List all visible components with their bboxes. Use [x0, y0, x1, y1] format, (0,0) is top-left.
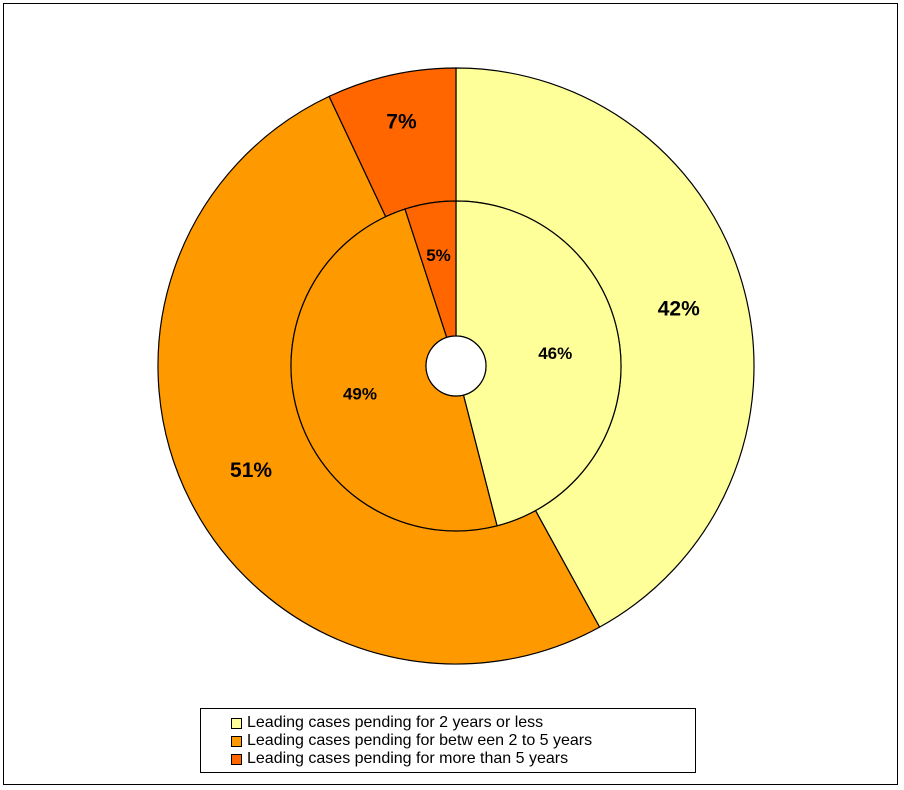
outer-slice-label: 42%	[658, 297, 700, 320]
legend-label: Leading cases pending for betw een 2 to …	[247, 732, 593, 749]
legend: Leading cases pending for 2 years or les…	[200, 708, 696, 773]
legend-swatch	[231, 753, 242, 765]
outer-slice-label: 51%	[230, 459, 272, 482]
inner-slice-label: 46%	[538, 344, 572, 363]
outer-slice-label: 7%	[386, 111, 417, 134]
legend-item: Leading cases pending for 2 years or les…	[231, 714, 695, 732]
legend-item: Leading cases pending for betw een 2 to …	[231, 732, 695, 750]
legend-label: Leading cases pending for 2 years or les…	[247, 714, 544, 731]
inner-slice-label: 5%	[426, 246, 451, 265]
legend-label: Leading cases pending for more than 5 ye…	[247, 750, 569, 767]
inner-slice-label: 49%	[343, 384, 377, 403]
legend-swatch	[231, 735, 242, 747]
doughnut-hole	[425, 335, 487, 397]
legend-item: Leading cases pending for more than 5 ye…	[231, 750, 695, 768]
legend-swatch	[231, 717, 242, 729]
